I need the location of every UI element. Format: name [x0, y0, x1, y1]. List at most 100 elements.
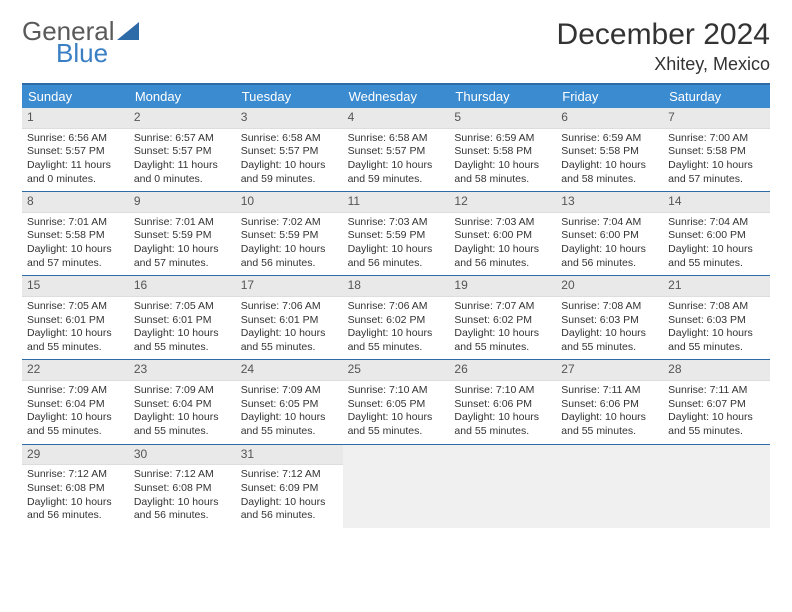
daylight-line: Daylight: 10 hours and 56 minutes. [241, 496, 338, 523]
daylight-line: Daylight: 10 hours and 55 minutes. [27, 327, 124, 354]
day-body: Sunrise: 7:12 AMSunset: 6:09 PMDaylight:… [236, 465, 343, 528]
sunrise-line: Sunrise: 7:09 AM [27, 384, 124, 398]
daylight-line: Daylight: 10 hours and 55 minutes. [348, 327, 445, 354]
daylight-line: Daylight: 10 hours and 55 minutes. [668, 411, 765, 438]
sunrise-line: Sunrise: 7:12 AM [241, 468, 338, 482]
day-number: 5 [449, 108, 556, 129]
day-number: 22 [22, 360, 129, 381]
day-cell: 27Sunrise: 7:11 AMSunset: 6:06 PMDayligh… [556, 360, 663, 443]
day-number: 16 [129, 276, 236, 297]
day-cell: 22Sunrise: 7:09 AMSunset: 6:04 PMDayligh… [22, 360, 129, 443]
sunset-line: Sunset: 6:02 PM [348, 314, 445, 328]
day-body: Sunrise: 6:58 AMSunset: 5:57 PMDaylight:… [236, 129, 343, 192]
day-cell: 9Sunrise: 7:01 AMSunset: 5:59 PMDaylight… [129, 192, 236, 275]
dow-monday: Monday [129, 85, 236, 108]
day-cell: 3Sunrise: 6:58 AMSunset: 5:57 PMDaylight… [236, 108, 343, 191]
day-cell: 10Sunrise: 7:02 AMSunset: 5:59 PMDayligh… [236, 192, 343, 275]
week-row: 15Sunrise: 7:05 AMSunset: 6:01 PMDayligh… [22, 275, 770, 359]
sunrise-line: Sunrise: 7:01 AM [134, 216, 231, 230]
daylight-line: Daylight: 10 hours and 56 minutes. [561, 243, 658, 270]
week-row: 22Sunrise: 7:09 AMSunset: 6:04 PMDayligh… [22, 359, 770, 443]
sunrise-line: Sunrise: 7:05 AM [134, 300, 231, 314]
calendar: Sunday Monday Tuesday Wednesday Thursday… [22, 83, 770, 528]
day-number: 28 [663, 360, 770, 381]
sunrise-line: Sunrise: 7:10 AM [348, 384, 445, 398]
daylight-line: Daylight: 11 hours and 0 minutes. [27, 159, 124, 186]
daylight-line: Daylight: 10 hours and 58 minutes. [454, 159, 551, 186]
day-cell-empty [343, 445, 450, 528]
sunrise-line: Sunrise: 6:57 AM [134, 132, 231, 146]
daylight-line: Daylight: 10 hours and 56 minutes. [241, 243, 338, 270]
day-number: 25 [343, 360, 450, 381]
day-body: Sunrise: 7:06 AMSunset: 6:02 PMDaylight:… [343, 297, 450, 360]
sunrise-line: Sunrise: 7:09 AM [134, 384, 231, 398]
daylight-line: Daylight: 10 hours and 55 minutes. [27, 411, 124, 438]
daylight-line: Daylight: 10 hours and 57 minutes. [27, 243, 124, 270]
daylight-line: Daylight: 10 hours and 57 minutes. [134, 243, 231, 270]
daylight-line: Daylight: 10 hours and 55 minutes. [561, 327, 658, 354]
day-cell: 31Sunrise: 7:12 AMSunset: 6:09 PMDayligh… [236, 445, 343, 528]
day-cell: 18Sunrise: 7:06 AMSunset: 6:02 PMDayligh… [343, 276, 450, 359]
day-body: Sunrise: 7:08 AMSunset: 6:03 PMDaylight:… [556, 297, 663, 360]
sunset-line: Sunset: 6:01 PM [27, 314, 124, 328]
day-number: 7 [663, 108, 770, 129]
sunset-line: Sunset: 6:05 PM [241, 398, 338, 412]
daylight-line: Daylight: 11 hours and 0 minutes. [134, 159, 231, 186]
day-number: 6 [556, 108, 663, 129]
logo-text-blue: Blue [56, 40, 139, 66]
day-number: 14 [663, 192, 770, 213]
sunrise-line: Sunrise: 7:07 AM [454, 300, 551, 314]
daylight-line: Daylight: 10 hours and 58 minutes. [561, 159, 658, 186]
sunset-line: Sunset: 6:04 PM [27, 398, 124, 412]
day-body: Sunrise: 6:57 AMSunset: 5:57 PMDaylight:… [129, 129, 236, 192]
daylight-line: Daylight: 10 hours and 56 minutes. [134, 496, 231, 523]
sunset-line: Sunset: 6:01 PM [134, 314, 231, 328]
dow-thursday: Thursday [449, 85, 556, 108]
day-body: Sunrise: 7:11 AMSunset: 6:06 PMDaylight:… [556, 381, 663, 444]
sunrise-line: Sunrise: 7:11 AM [561, 384, 658, 398]
sunrise-line: Sunrise: 7:05 AM [27, 300, 124, 314]
day-body: Sunrise: 7:09 AMSunset: 6:04 PMDaylight:… [22, 381, 129, 444]
day-cell: 7Sunrise: 7:00 AMSunset: 5:58 PMDaylight… [663, 108, 770, 191]
day-number: 24 [236, 360, 343, 381]
dow-saturday: Saturday [663, 85, 770, 108]
day-body: Sunrise: 7:04 AMSunset: 6:00 PMDaylight:… [556, 213, 663, 276]
day-cell: 6Sunrise: 6:59 AMSunset: 5:58 PMDaylight… [556, 108, 663, 191]
day-body: Sunrise: 7:06 AMSunset: 6:01 PMDaylight:… [236, 297, 343, 360]
daylight-line: Daylight: 10 hours and 55 minutes. [241, 411, 338, 438]
day-body: Sunrise: 6:56 AMSunset: 5:57 PMDaylight:… [22, 129, 129, 192]
day-number: 15 [22, 276, 129, 297]
daylight-line: Daylight: 10 hours and 55 minutes. [668, 243, 765, 270]
day-number: 9 [129, 192, 236, 213]
day-cell: 28Sunrise: 7:11 AMSunset: 6:07 PMDayligh… [663, 360, 770, 443]
title-block: December 2024 Xhitey, Mexico [557, 18, 770, 75]
day-cell: 1Sunrise: 6:56 AMSunset: 5:57 PMDaylight… [22, 108, 129, 191]
sunset-line: Sunset: 6:08 PM [134, 482, 231, 496]
sunset-line: Sunset: 6:01 PM [241, 314, 338, 328]
day-body: Sunrise: 7:08 AMSunset: 6:03 PMDaylight:… [663, 297, 770, 360]
sunset-line: Sunset: 5:57 PM [134, 145, 231, 159]
sunset-line: Sunset: 6:03 PM [561, 314, 658, 328]
sunset-line: Sunset: 6:02 PM [454, 314, 551, 328]
day-cell: 16Sunrise: 7:05 AMSunset: 6:01 PMDayligh… [129, 276, 236, 359]
sunset-line: Sunset: 6:09 PM [241, 482, 338, 496]
sunrise-line: Sunrise: 7:06 AM [241, 300, 338, 314]
day-body: Sunrise: 7:07 AMSunset: 6:02 PMDaylight:… [449, 297, 556, 360]
daylight-line: Daylight: 10 hours and 55 minutes. [454, 411, 551, 438]
day-body: Sunrise: 7:10 AMSunset: 6:06 PMDaylight:… [449, 381, 556, 444]
day-cell-empty [556, 445, 663, 528]
day-number: 30 [129, 445, 236, 466]
sunset-line: Sunset: 6:06 PM [454, 398, 551, 412]
daylight-line: Daylight: 10 hours and 55 minutes. [134, 327, 231, 354]
day-cell: 5Sunrise: 6:59 AMSunset: 5:58 PMDaylight… [449, 108, 556, 191]
day-number: 13 [556, 192, 663, 213]
sunrise-line: Sunrise: 7:12 AM [134, 468, 231, 482]
sunrise-line: Sunrise: 7:09 AM [241, 384, 338, 398]
day-cell: 19Sunrise: 7:07 AMSunset: 6:02 PMDayligh… [449, 276, 556, 359]
day-cell: 30 Sunrise: 7:12 AMSunset: 6:08 PMDayligh… [129, 445, 236, 528]
day-number: 12 [449, 192, 556, 213]
day-cell: 23Sunrise: 7:09 AMSunset: 6:04 PMDayligh… [129, 360, 236, 443]
day-cell: 4Sunrise: 6:58 AMSunset: 5:57 PMDaylight… [343, 108, 450, 191]
day-body: Sunrise: 7:05 AMSunset: 6:01 PMDaylight:… [129, 297, 236, 360]
sunrise-line: Sunrise: 7:08 AM [668, 300, 765, 314]
